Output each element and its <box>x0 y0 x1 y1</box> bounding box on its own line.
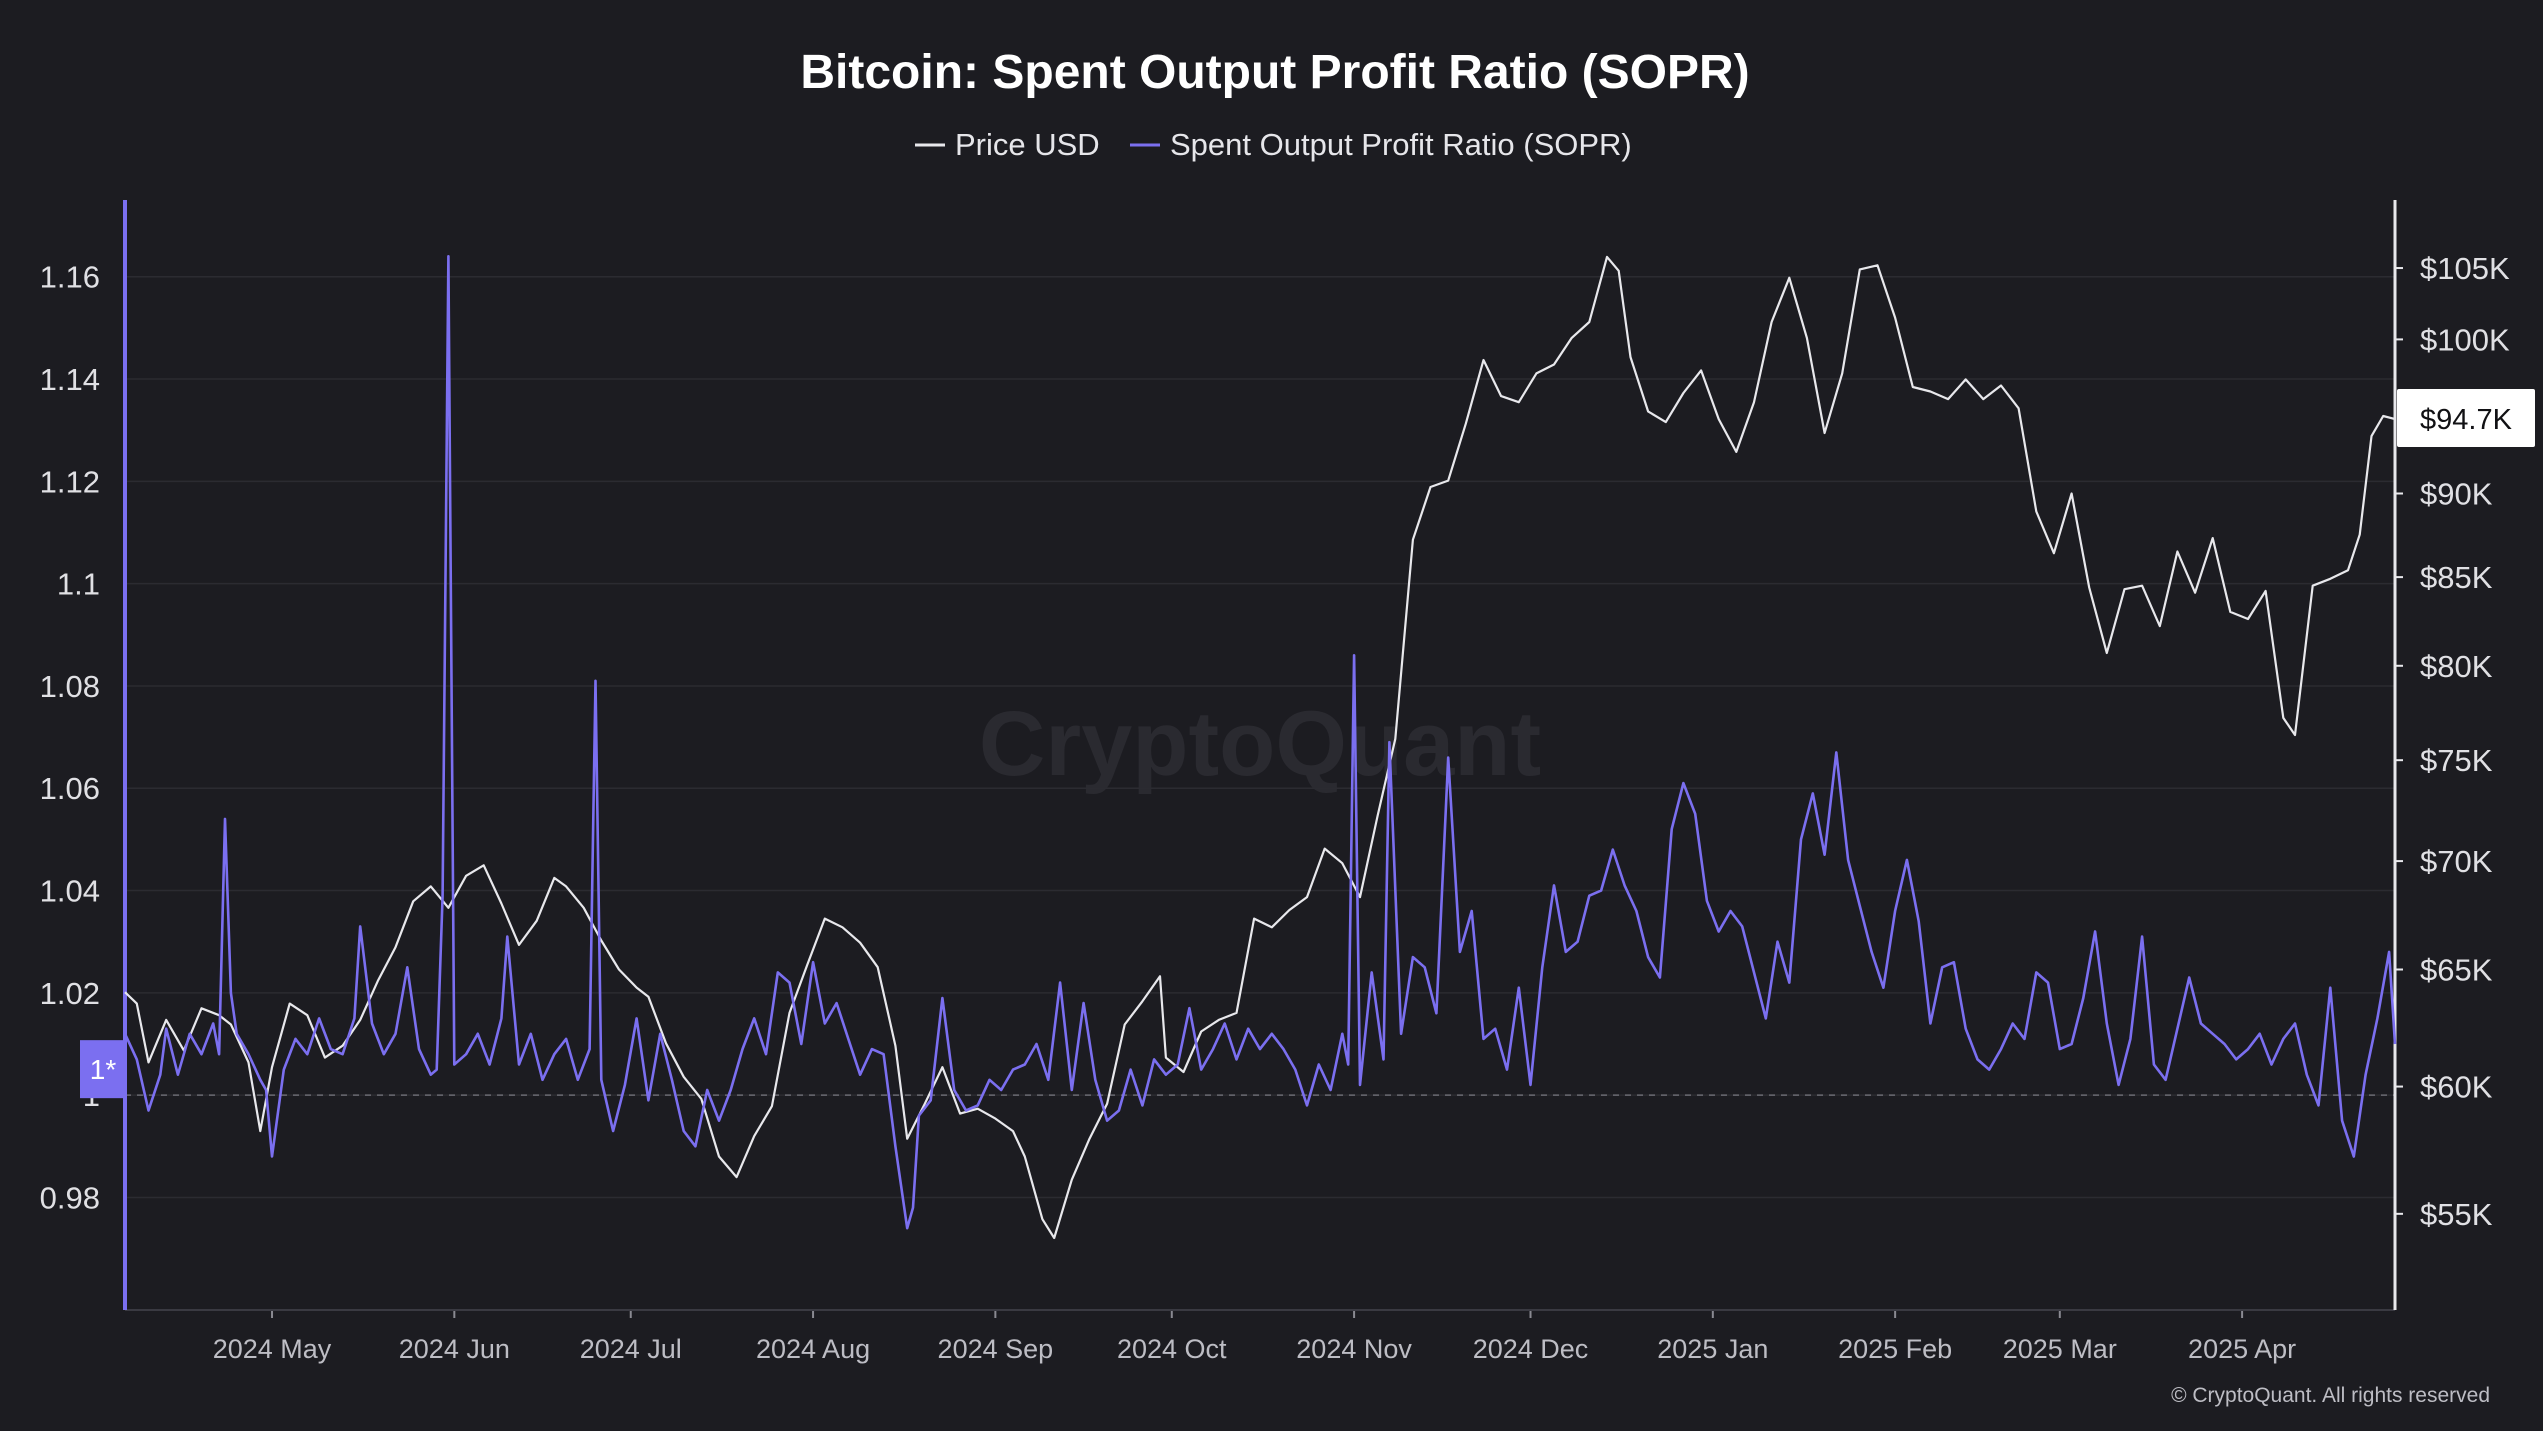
series-layer <box>123 255 2397 1240</box>
legend: Price USD Spent Output Profit Ratio (SOP… <box>915 127 1632 162</box>
y-right-tick-label: $60K <box>2420 1070 2493 1105</box>
sopr-current-badge: 1* <box>80 1040 126 1099</box>
x-tick-label: 2024 Dec <box>1473 1334 1589 1364</box>
x-tick-label: 2025 Apr <box>2188 1334 2296 1364</box>
x-tick-label: 2024 Sep <box>938 1334 1054 1364</box>
legend-sopr-label[interactable]: Spent Output Profit Ratio (SOPR) <box>1170 127 1632 162</box>
y-left-tick-label: 1.16 <box>40 260 100 295</box>
y-left-tick-label: 1.12 <box>40 464 100 499</box>
price-usd-line[interactable] <box>124 255 2396 1240</box>
price-current-badge: $94.7K <box>2397 389 2535 448</box>
x-tick-label: 2025 Feb <box>1838 1334 1952 1364</box>
y-left-tick-label: 1.08 <box>40 669 100 704</box>
y-right-tick-label: $105K <box>2420 251 2510 286</box>
y-right-tick-label: $85K <box>2420 560 2493 595</box>
price-current-value: $94.7K <box>2420 404 2513 436</box>
legend-price-label[interactable]: Price USD <box>955 127 1100 162</box>
chart-title: Bitcoin: Spent Output Profit Ratio (SOPR… <box>800 46 1749 99</box>
grid-layer <box>125 275 2395 1199</box>
watermark: CryptoQuant <box>979 693 1541 795</box>
y-right-tick-label: $55K <box>2420 1197 2493 1232</box>
x-tick-label: 2024 Nov <box>1296 1334 1412 1364</box>
badge-layer: 1* $94.7K <box>80 389 2535 1099</box>
x-tick-label: 2025 Mar <box>2003 1334 2117 1364</box>
sopr-line[interactable] <box>123 255 2397 1230</box>
y-left-tick-label: 1.04 <box>40 874 100 909</box>
x-tick-label: 2024 Aug <box>756 1334 870 1364</box>
y-left-tick-label: 1.14 <box>40 362 100 397</box>
x-tick-label: 2024 Jun <box>399 1334 510 1364</box>
y-right-tick-label: $100K <box>2420 322 2510 357</box>
y-left-tick-label: 1.1 <box>57 567 100 602</box>
x-tick-label: 2024 Jul <box>580 1334 682 1364</box>
y-right-tick-label: $65K <box>2420 952 2493 987</box>
x-tick-label: 2024 Oct <box>1117 1334 1227 1364</box>
x-tick-label: 2024 May <box>213 1334 332 1364</box>
y-left-tick-label: 0.98 <box>40 1180 100 1215</box>
y-left-tick-label: 1.06 <box>40 771 100 806</box>
y-left-tick-label: 1.02 <box>40 976 100 1011</box>
axis-layer: 0.9811.021.041.061.081.11.121.141.16$55K… <box>40 200 2510 1364</box>
y-right-tick-label: $90K <box>2420 477 2493 512</box>
sopr-current-value: 1* <box>90 1054 117 1085</box>
y-right-tick-label: $75K <box>2420 743 2493 778</box>
x-tick-label: 2025 Jan <box>1657 1334 1768 1364</box>
y-right-tick-label: $80K <box>2420 649 2493 684</box>
y-right-tick-label: $70K <box>2420 844 2493 879</box>
copyright: © CryptoQuant. All rights reserved <box>2171 1384 2490 1407</box>
